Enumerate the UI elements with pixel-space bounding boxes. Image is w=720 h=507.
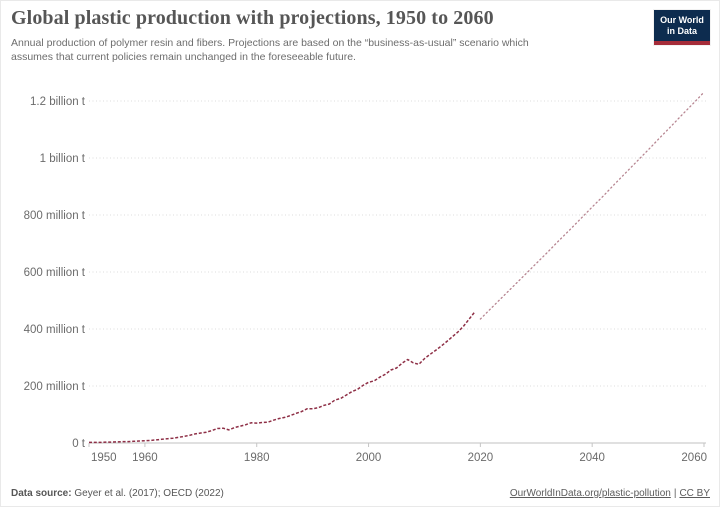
y-tick-label: 600 million t [24, 267, 86, 279]
y-tick-label: 1 billion t [40, 153, 86, 165]
y-tick-label: 1.2 billion t [30, 96, 86, 108]
data-source-label: Data source: [11, 488, 72, 499]
footer-separator: | [673, 488, 677, 499]
x-tick-label: 1960 [132, 452, 158, 464]
x-tick-label: 2020 [468, 452, 494, 464]
data-source-text: Geyer et al. (2017); OECD (2022) [71, 488, 224, 499]
x-tick-label: 2040 [579, 452, 605, 464]
owid-url-link[interactable]: OurWorldInData.org/plastic-pollution [509, 488, 671, 499]
y-tick-label: 200 million t [24, 381, 86, 393]
x-tick-label: 2000 [356, 452, 382, 464]
subtitle-line-1: Annual production of polymer resin and f… [11, 37, 529, 49]
owid-logo-line-1: Our World [660, 15, 704, 25]
page-title: Global plastic production with projectio… [11, 7, 494, 29]
series-projection-line [479, 91, 705, 320]
license-link[interactable]: CC BY [679, 488, 710, 499]
subtitle-line-2: assumes that current policies remain unc… [11, 50, 356, 63]
y-tick-label: 400 million t [24, 324, 86, 336]
y-tick-label: 0 t [72, 438, 86, 450]
owid-logo: Our World in Data [654, 10, 710, 45]
owid-logo-line-2: in Data [666, 25, 697, 36]
owid-logo-text: Our World in Data [654, 10, 710, 41]
owid-logo-stripe [654, 41, 710, 45]
data-source: Data source: Geyer et al. (2017); OECD (… [11, 488, 224, 499]
x-tick-label: 2060 [681, 452, 707, 464]
series-historical-line [89, 311, 476, 444]
footer-links: OurWorldInData.org/plastic-pollution | CC … [510, 488, 710, 499]
chart-subtitle: Annual production of polymer resin and f… [11, 37, 529, 64]
y-tick-label: 800 million t [24, 210, 86, 222]
x-tick-label: 1980 [244, 452, 270, 464]
x-tick-label: 1950 [91, 452, 117, 464]
